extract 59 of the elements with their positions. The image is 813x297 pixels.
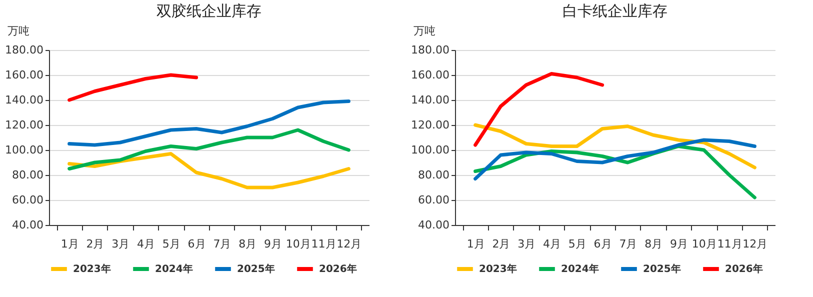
line-series	[474, 123, 756, 170]
legend-label: 2023年	[73, 263, 111, 275]
line-series	[68, 128, 350, 170]
x-tick-label: 3月	[112, 238, 130, 250]
x-tick-label: 4月	[137, 238, 156, 250]
x-tick-label: 11月	[311, 238, 336, 250]
y-tick-label: 100.00	[411, 144, 450, 156]
line-series	[474, 72, 604, 147]
legend-label: 2025年	[237, 263, 275, 275]
x-tick-label: 4月	[543, 238, 562, 250]
x-tick-label: 7月	[213, 238, 232, 250]
x-tick-label: 10月	[286, 238, 311, 250]
x-tick-label: 1月	[466, 238, 485, 250]
y-tick-label: 140.00	[5, 94, 44, 106]
legend-label: 2026年	[725, 263, 763, 275]
x-tick-label: 10月	[692, 238, 717, 250]
chart-title: 双胶纸企业库存	[156, 2, 262, 20]
y-tick-label: 40.00	[12, 218, 44, 232]
x-tick-label: 12月	[742, 238, 768, 250]
line-series	[68, 152, 350, 190]
x-tick-label: 2月	[86, 238, 104, 250]
legend-label: 2023年	[479, 263, 517, 275]
y-axis-title: 万吨	[414, 24, 436, 38]
legend-label: 2026年	[319, 263, 357, 275]
line-series	[68, 100, 350, 147]
y-tick-label: 40.00	[418, 218, 450, 232]
y-tick-label: 120.00	[5, 118, 44, 132]
y-tick-label: 140.00	[411, 94, 450, 106]
x-tick-label: 5月	[568, 238, 586, 250]
x-tick-label: 3月	[518, 238, 536, 250]
x-tick-label: 7月	[619, 238, 638, 250]
y-tick-label: 160.00	[5, 68, 44, 82]
y-tick-label: 120.00	[411, 118, 450, 132]
y-tick-label: 80.00	[418, 168, 450, 182]
y-tick-label: 100.00	[5, 144, 44, 156]
legend-label: 2025年	[643, 263, 681, 275]
x-tick-label: 9月	[670, 238, 688, 250]
legend-label: 2024年	[155, 263, 193, 275]
line-series	[474, 138, 756, 180]
x-tick-label: 6月	[188, 238, 206, 250]
x-tick-label: 5月	[162, 238, 180, 250]
x-tick-label: 8月	[238, 238, 257, 250]
y-tick-label: 80.00	[12, 168, 44, 182]
y-tick-label: 60.00	[418, 194, 450, 206]
x-tick-label: 8月	[644, 238, 663, 250]
x-tick-label: 12月	[336, 238, 362, 250]
line-series	[68, 73, 198, 102]
legend-label: 2024年	[561, 263, 599, 275]
chart-title: 白卡纸企业库存	[562, 2, 668, 20]
x-tick-label: 11月	[717, 238, 742, 250]
x-tick-label: 2月	[492, 238, 510, 250]
y-tick-label: 160.00	[411, 68, 450, 82]
x-tick-label: 9月	[264, 238, 282, 250]
x-tick-label: 1月	[60, 238, 79, 250]
x-tick-label: 6月	[594, 238, 612, 250]
y-tick-label: 60.00	[12, 194, 44, 206]
y-tick-label: 180.00	[411, 44, 450, 56]
y-tick-label: 180.00	[5, 44, 44, 56]
y-axis-title: 万吨	[8, 24, 30, 38]
